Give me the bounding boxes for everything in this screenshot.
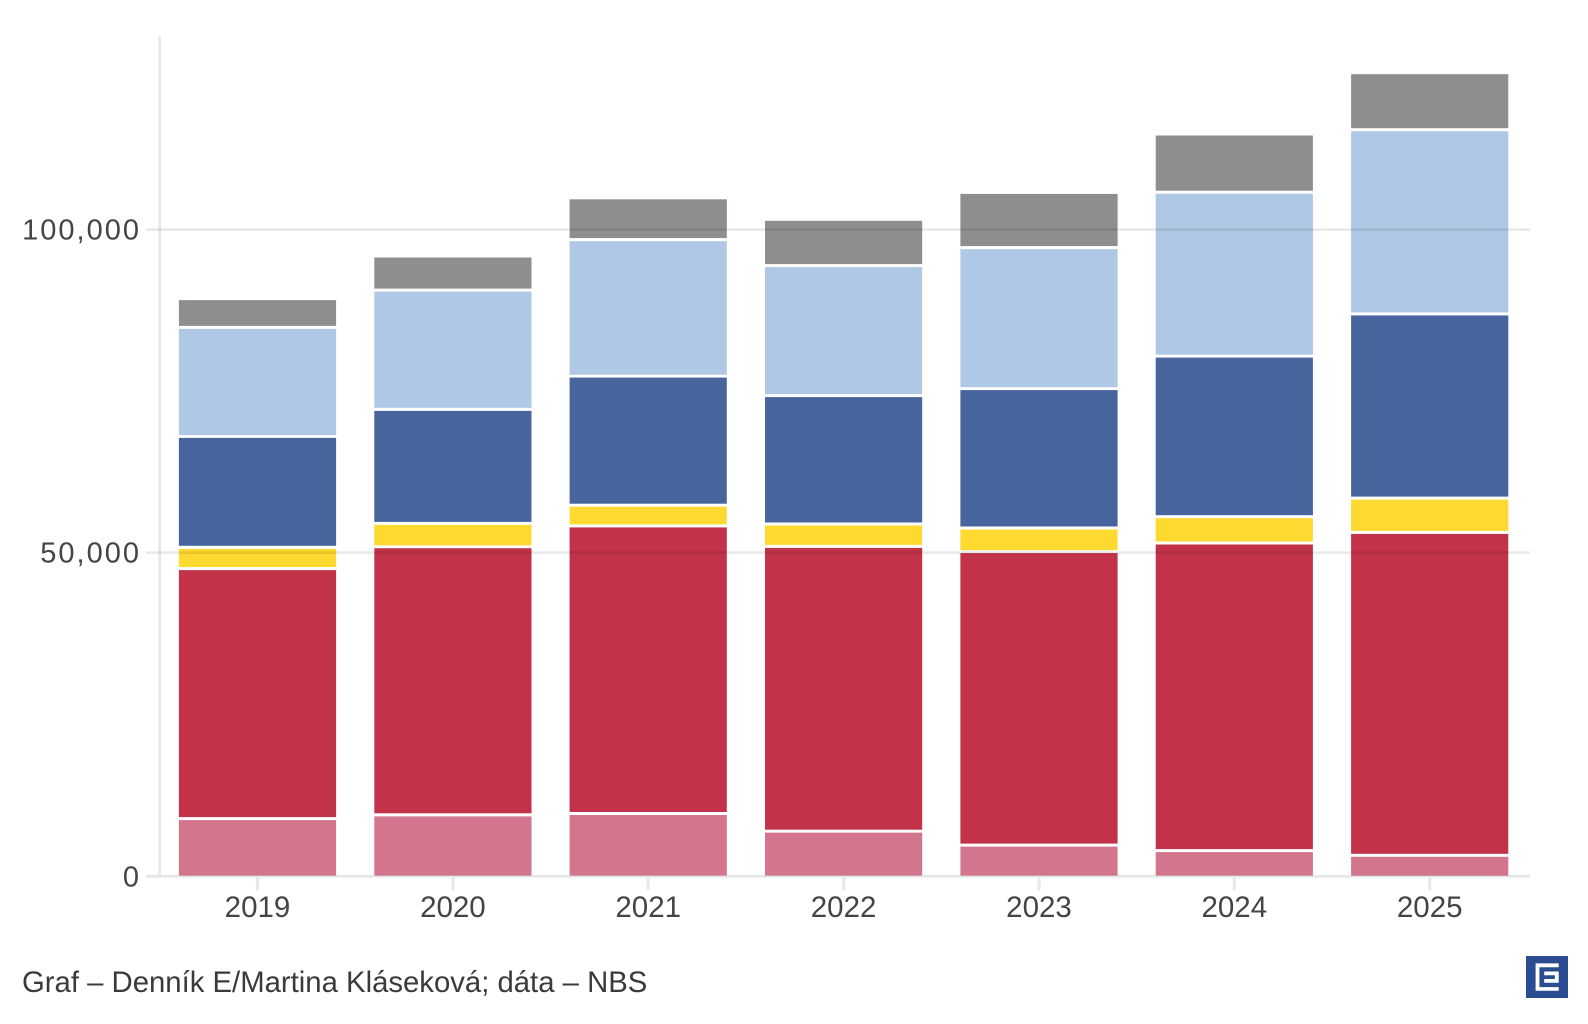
svg-text:2022: 2022 [811,891,877,924]
svg-text:Graf – Denník E/Martina Klásek: Graf – Denník E/Martina Kláseková; dáta … [22,966,647,999]
svg-text:2021: 2021 [615,891,681,924]
svg-text:50,000: 50,000 [40,538,141,570]
svg-text:2020: 2020 [420,891,486,924]
svg-text:0: 0 [123,861,141,893]
svg-text:2023: 2023 [1006,891,1072,924]
svg-text:2025: 2025 [1397,891,1463,924]
svg-text:2019: 2019 [225,891,291,924]
svg-text:100,000: 100,000 [22,215,141,247]
svg-text:2024: 2024 [1201,891,1267,924]
